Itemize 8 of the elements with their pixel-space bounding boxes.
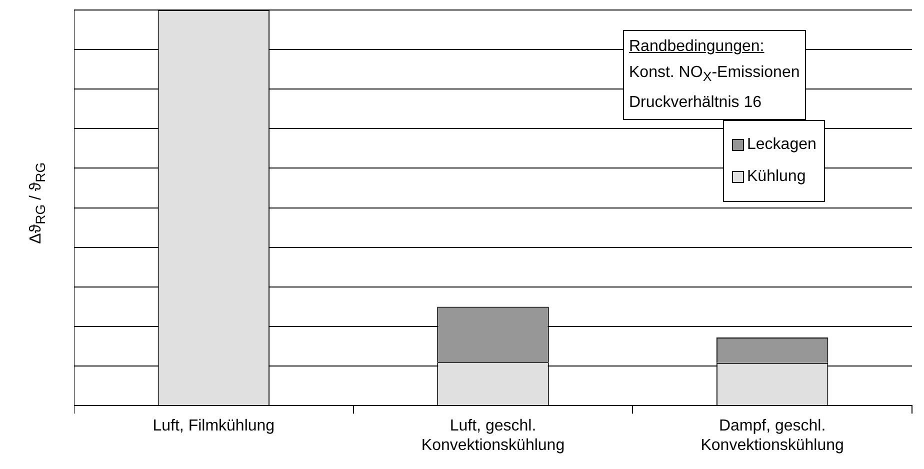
annotation: Randbedingungen: (629, 37, 766, 57)
annotation: Konst. NO$_{X}$-Emissionen (629, 63, 800, 86)
x-tick-label: Luft, geschl. Konvektionskühlung (421, 418, 565, 454)
legend-label: Kühlung (747, 167, 806, 187)
legend-label: Leckagen (747, 135, 816, 155)
annotation: Druckverhältnis 16 (629, 93, 762, 114)
x-tick-label: Luft, Filmkühlung (152, 418, 275, 435)
x-tick-label: Dampf, geschl. Konvektionskühlung (700, 418, 844, 454)
